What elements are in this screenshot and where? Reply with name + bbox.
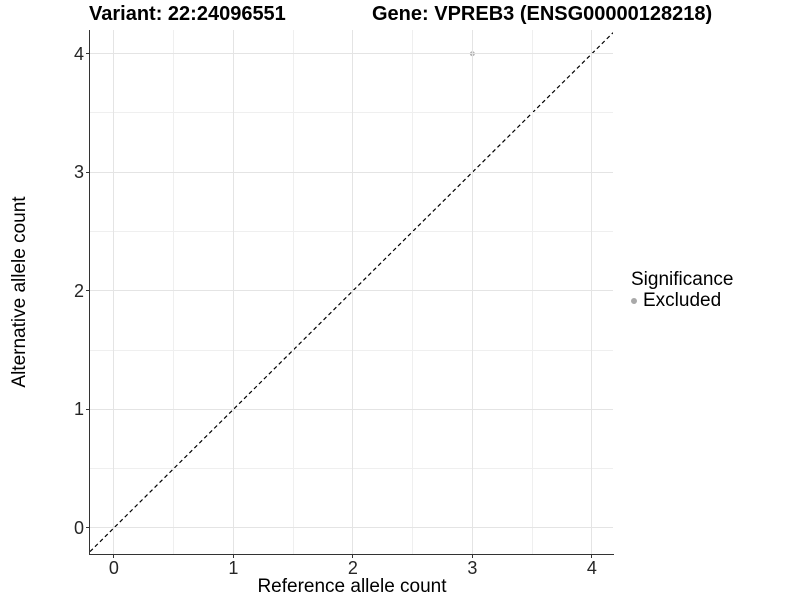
x-major-gridline xyxy=(232,30,234,554)
x-tick-mark xyxy=(232,554,234,558)
variant-title: Variant: 22:24096551 xyxy=(89,3,286,25)
x-axis-line xyxy=(89,554,614,555)
y-tick-mark xyxy=(86,527,90,529)
y-tick-label: 4 xyxy=(73,43,84,64)
y-minor-gridline xyxy=(90,231,613,233)
y-major-gridline xyxy=(90,290,613,292)
legend-item-label: Excluded xyxy=(643,290,722,311)
x-major-gridline xyxy=(352,30,354,554)
y-minor-gridline xyxy=(90,112,613,114)
x-tick-label: 1 xyxy=(228,558,239,578)
y-major-gridline xyxy=(90,527,613,529)
x-axis-title: Reference allele count xyxy=(257,576,447,597)
legend-item-excluded: Excluded xyxy=(631,291,733,311)
identity-dashed-line xyxy=(90,32,613,553)
y-axis-line xyxy=(89,30,90,555)
y-tick-label: 0 xyxy=(73,517,84,538)
x-tick-mark xyxy=(471,554,473,558)
x-tick-label: 2 xyxy=(347,558,358,578)
x-tick-mark xyxy=(113,554,115,558)
y-tick-mark xyxy=(86,408,90,410)
x-major-gridline xyxy=(591,30,593,554)
excluded-point-swatch-icon xyxy=(631,298,637,304)
x-minor-gridline xyxy=(531,30,533,554)
x-tick-mark xyxy=(591,554,593,558)
y-major-gridline xyxy=(90,171,613,173)
x-minor-gridline xyxy=(173,30,175,554)
x-minor-gridline xyxy=(292,30,294,554)
y-tick-label: 3 xyxy=(73,162,84,183)
y-tick-label: 2 xyxy=(73,280,84,301)
x-major-gridline xyxy=(471,30,473,554)
y-minor-gridline xyxy=(90,468,613,470)
plot-panel xyxy=(90,30,613,554)
y-tick-mark xyxy=(86,53,90,55)
legend: Significance Excluded xyxy=(631,269,733,311)
y-minor-gridline xyxy=(90,349,613,351)
legend-title: Significance xyxy=(631,269,734,290)
x-major-gridline xyxy=(113,30,115,554)
x-tick-mark xyxy=(352,554,354,558)
y-axis-title: Alternative allele count xyxy=(9,196,30,388)
y-tick-mark xyxy=(86,171,90,173)
x-tick-label: 4 xyxy=(586,558,597,578)
y-major-gridline xyxy=(90,53,613,55)
y-tick-label: 1 xyxy=(73,399,84,420)
gene-title: Gene: VPREB3 (ENSG00000128218) xyxy=(372,3,713,25)
x-tick-label: 3 xyxy=(467,558,478,578)
x-tick-label: 0 xyxy=(108,558,119,578)
y-tick-mark xyxy=(86,290,90,292)
y-major-gridline xyxy=(90,408,613,410)
x-minor-gridline xyxy=(412,30,414,554)
